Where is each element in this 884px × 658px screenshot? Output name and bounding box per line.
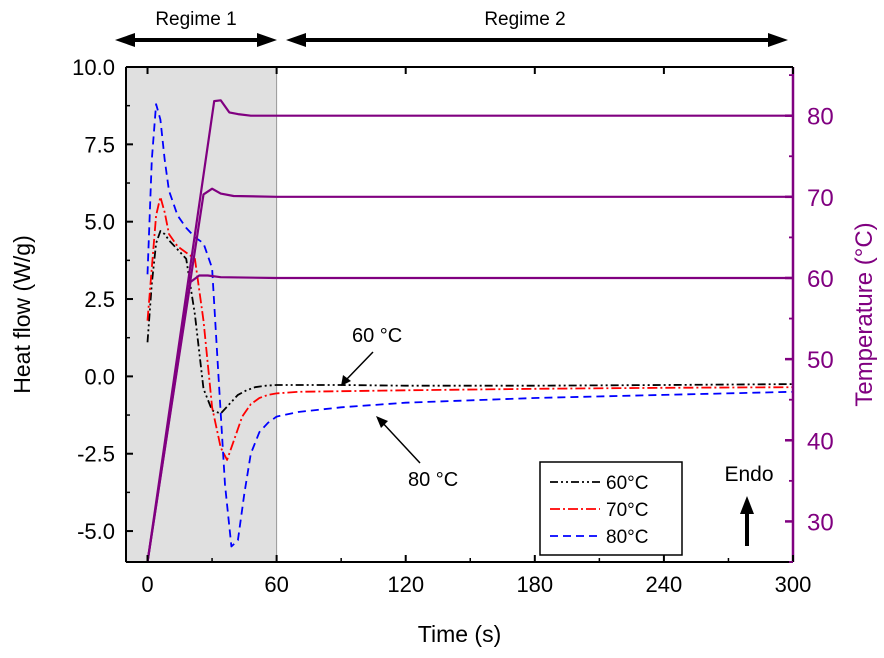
endo-arrow-icon [740, 496, 754, 546]
legend [539, 461, 683, 556]
y-left-tick-label: 10.0 [72, 55, 115, 80]
y-right-tick-label: 50 [807, 347, 834, 374]
y-right-tick-label: 30 [807, 509, 834, 536]
y-axis-right-title: Temperature (°C) [851, 222, 878, 406]
endo-label: Endo [724, 463, 773, 486]
annotation-80c-pointer [379, 419, 421, 464]
y-left-tick-label: 5.0 [84, 210, 115, 235]
temperature-line-4 [146, 187, 793, 563]
legend-label-80c: 80°C [606, 527, 648, 548]
y-left-tick-label: 7.5 [84, 132, 115, 157]
x-tick-label: 300 [775, 572, 812, 597]
y-right-tick-label: 70 [807, 185, 834, 212]
y-right-tick-label: 60 [807, 266, 834, 293]
regime-1-arrow [115, 33, 277, 47]
annotations [341, 351, 421, 464]
annotation-60c-pointer [344, 351, 374, 382]
regime-2-arrow [286, 33, 788, 47]
regime-2-label: Regime 2 [484, 9, 565, 30]
x-tick-label: 120 [387, 572, 424, 597]
y-right-tick-label: 40 [807, 428, 834, 455]
x-tick-label: 60 [264, 572, 288, 597]
regime-arrows [115, 33, 788, 47]
annotation-80c-arrowhead [376, 416, 388, 428]
x-tick-label: 180 [516, 572, 553, 597]
arrow-head-left [115, 33, 135, 47]
annotation-60c-arrowhead [341, 375, 351, 386]
y-left-tick-label: -5.0 [77, 519, 115, 544]
heat-flow-line-60c [146, 230, 794, 415]
x-axis-title: Time (s) [418, 621, 501, 647]
arrow-head-left [286, 33, 306, 47]
series-layer [146, 99, 794, 563]
y-left-tick-label: -2.5 [77, 442, 115, 467]
x-tick-label: 0 [141, 572, 153, 597]
legend-label-60c: 60°C [606, 473, 648, 494]
y-left-tick-label: 2.5 [84, 287, 115, 312]
legend-label-70c: 70°C [606, 500, 648, 521]
y-right-tick-label: 80 [807, 104, 834, 131]
annotation-60c: 60 °C [352, 325, 402, 347]
y-axis-left-title: Heat flow (W/g) [9, 235, 35, 393]
y-left-tick-label: 0.0 [84, 364, 115, 389]
annotation-80c: 80 °C [408, 469, 458, 491]
heat-flow-line-70c [146, 196, 794, 461]
arrow-head-right [257, 33, 277, 47]
endo-arrow-head [740, 496, 754, 514]
arrow-head-right [768, 33, 788, 47]
regime-1-shading [125, 66, 278, 563]
regime-1-label: Regime 1 [155, 9, 236, 30]
temperature-line-5 [146, 274, 793, 563]
temperature-line-3 [146, 99, 793, 563]
x-tick-label: 240 [646, 572, 683, 597]
